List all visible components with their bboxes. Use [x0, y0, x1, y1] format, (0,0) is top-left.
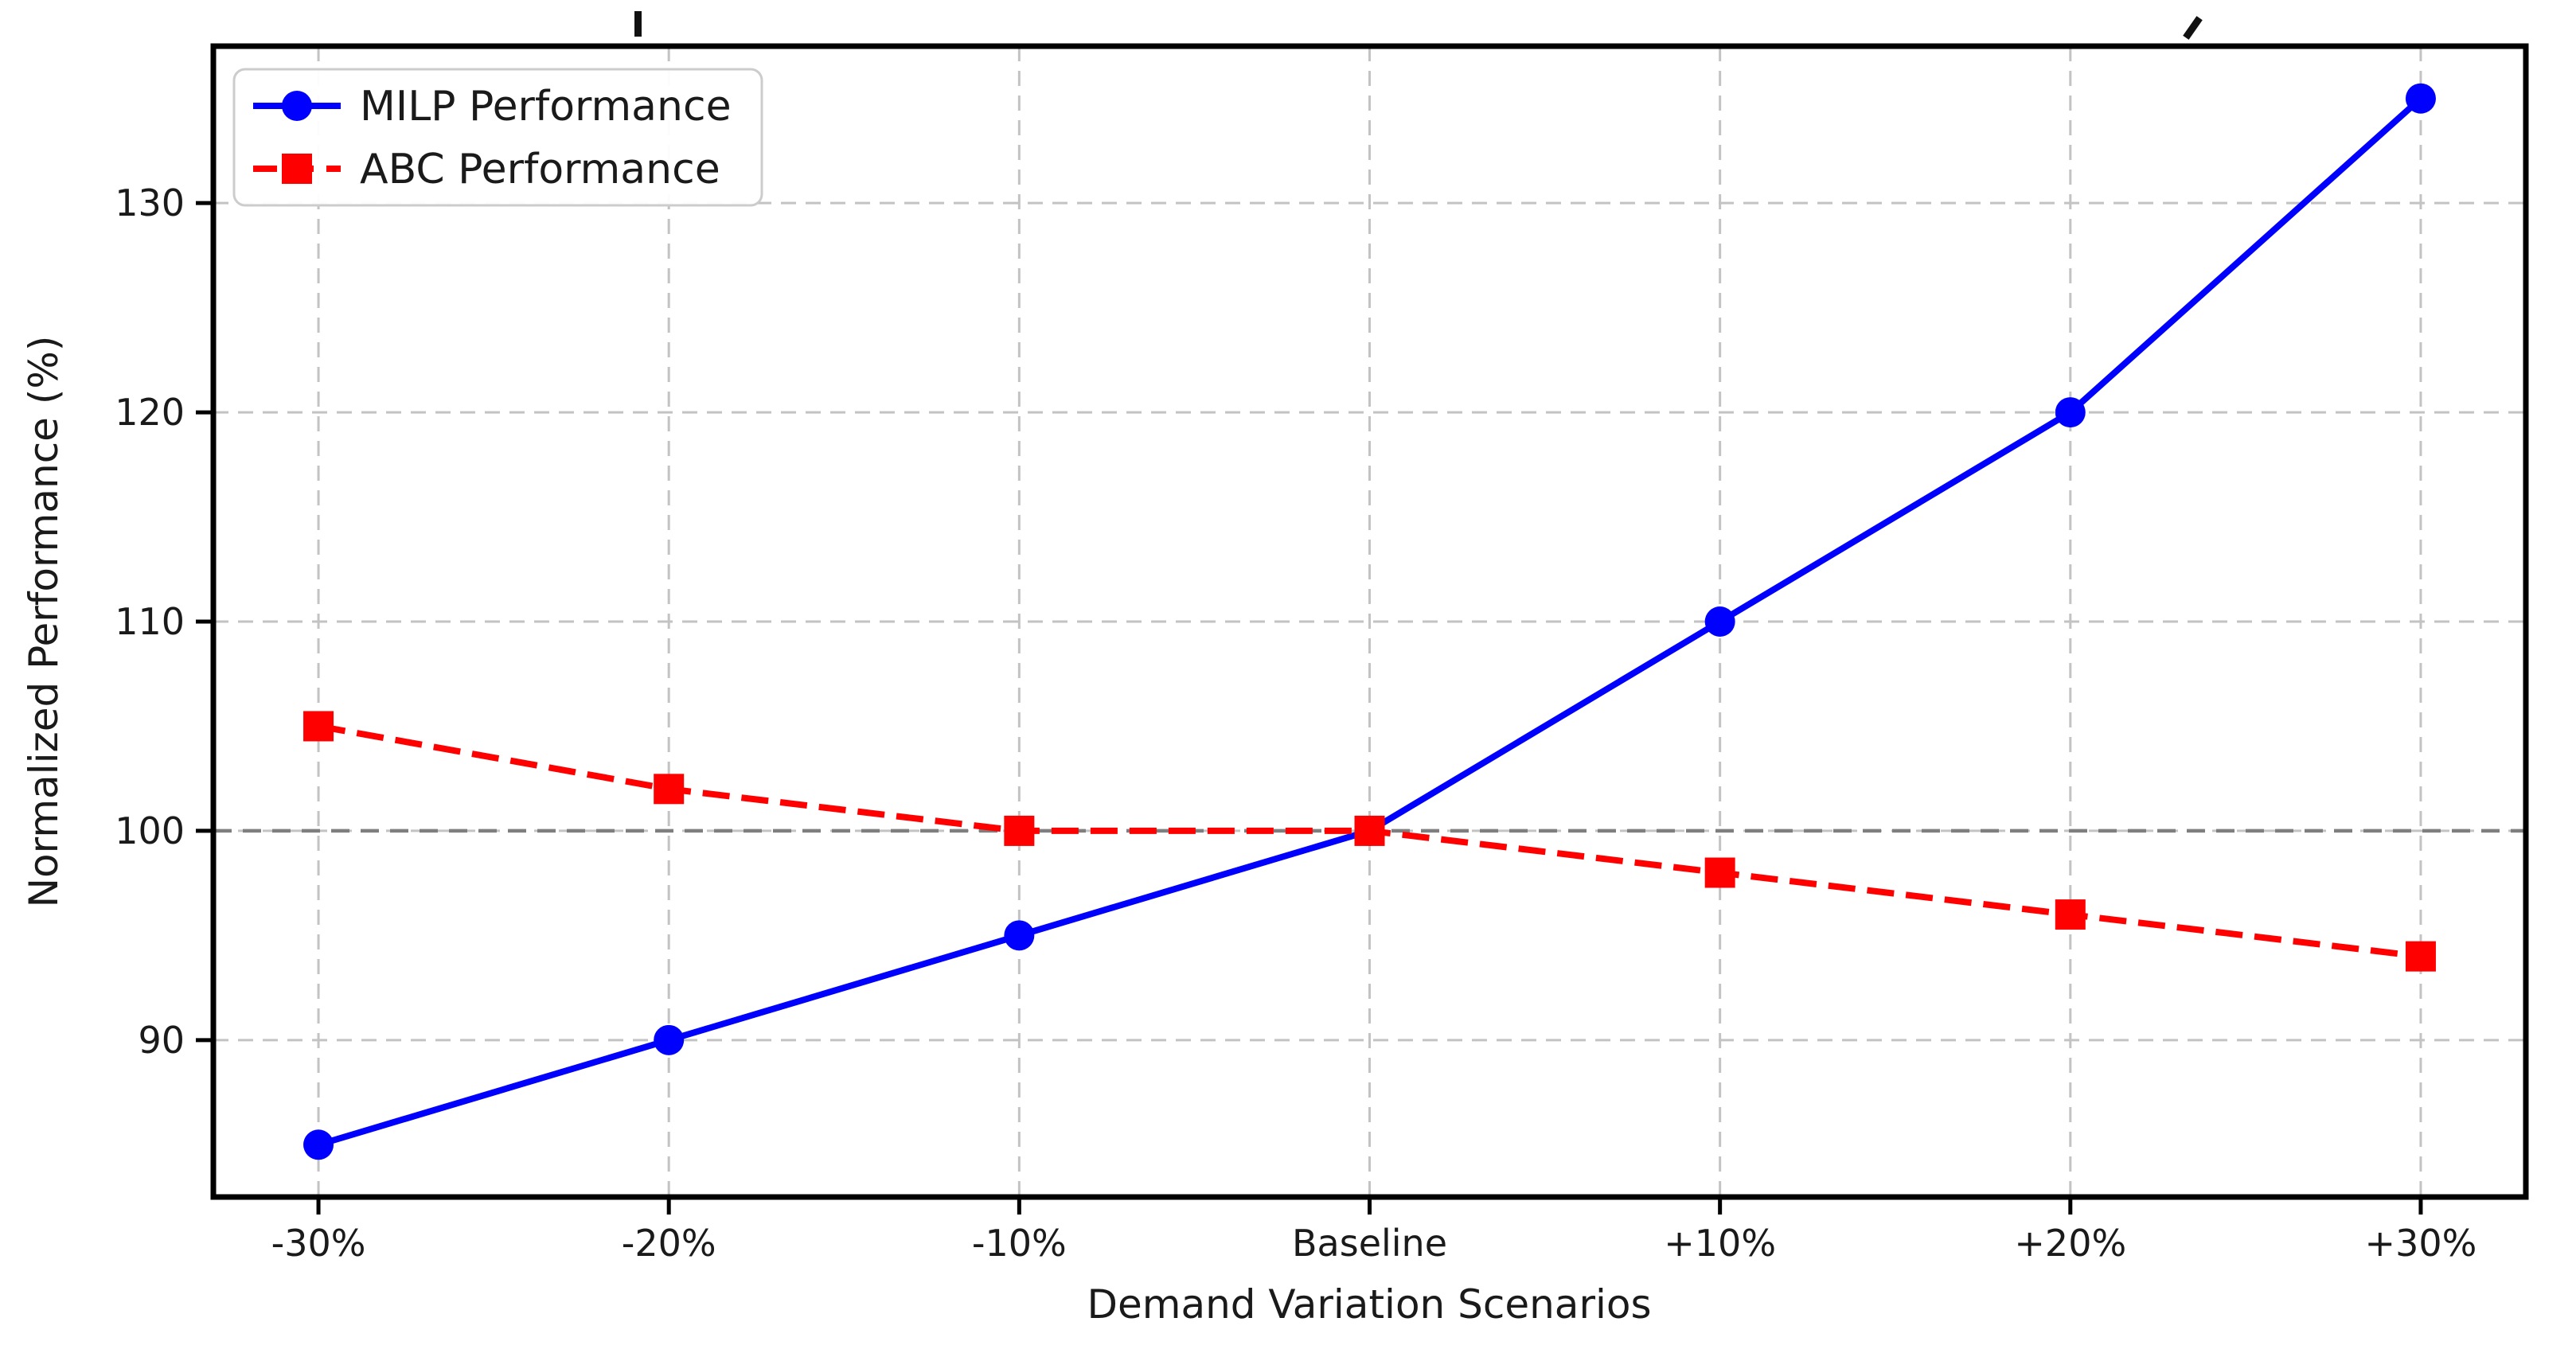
legend-label-abc: ABC Performance [360, 146, 720, 193]
abc-data-point-marker [1004, 815, 1035, 846]
legend-label-milp: MILP Performance [360, 83, 732, 131]
legend-box [232, 68, 763, 207]
series-layer [303, 83, 2436, 1160]
cropped-title-fragment [634, 11, 642, 37]
cropped-title-fragment [2183, 16, 2203, 40]
cropped-title-fragment-layer [634, 11, 2203, 40]
x-axis-label: Demand Variation Scenarios [1087, 1281, 1651, 1328]
y-tick-label: 90 [138, 1019, 185, 1062]
y-tick-label: 130 [115, 181, 185, 224]
y-tick-label: 100 [115, 809, 185, 852]
milp-data-point-marker [2405, 83, 2436, 114]
abc-data-point-marker [1354, 815, 1385, 846]
abc-data-point-marker [1704, 857, 1735, 888]
legend-abc-square-marker [282, 154, 312, 184]
y-tick-label: 110 [115, 600, 185, 643]
abc-data-point-marker [303, 711, 334, 742]
legend-sample-abc [253, 154, 341, 184]
x-tick-label: -20% [622, 1222, 716, 1265]
milp-data-point-marker [303, 1129, 334, 1160]
x-tick-label: +20% [2014, 1222, 2126, 1265]
x-tick-label: +10% [1664, 1222, 1776, 1265]
x-tick-label: -10% [972, 1222, 1067, 1265]
x-tick-label: Baseline [1292, 1222, 1447, 1265]
y-tick-label: 120 [115, 391, 185, 434]
legend: MILP Performance ABC Performance [232, 68, 763, 207]
milp-data-point-marker [1004, 920, 1035, 951]
grid-layer [213, 46, 2526, 1197]
x-tick-label: -30% [271, 1222, 366, 1265]
legend-milp-circle-marker [282, 91, 312, 121]
y-axis-label: Normalized Performance (%) [21, 336, 67, 908]
tick-layer: -30% -20% -10% Baseline +10% +20% +30% 90 100 110… [115, 181, 2476, 1265]
abc-data-point-marker [2405, 941, 2436, 972]
abc-data-point-marker [2055, 899, 2086, 930]
legend-sample-milp [253, 91, 341, 121]
abc-data-point-marker [654, 774, 685, 805]
milp-data-point-marker [654, 1024, 685, 1055]
x-tick-label: +30% [2365, 1222, 2477, 1265]
milp-data-point-marker [1704, 606, 1735, 637]
milp-data-point-marker [2055, 397, 2086, 428]
